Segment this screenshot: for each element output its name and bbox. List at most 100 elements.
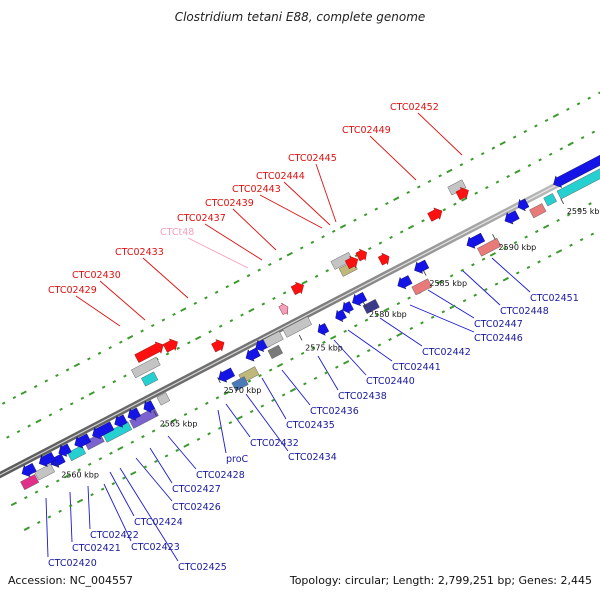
tick-dot — [325, 269, 329, 273]
reverse-gene — [342, 301, 354, 314]
gene-label: CTC02441 — [392, 362, 441, 373]
tick-dot — [223, 390, 230, 396]
gene-label: CTC02442 — [422, 347, 471, 358]
tick-dot — [378, 241, 383, 245]
tick-dot — [577, 207, 582, 211]
feature — [377, 252, 390, 266]
tick-dot — [165, 352, 170, 356]
gene-label: CTC02444 — [256, 171, 305, 182]
feature — [143, 400, 156, 413]
tick-dot — [388, 337, 392, 342]
tick-dot — [331, 229, 336, 233]
tick-dot — [300, 351, 305, 356]
feature-box — [477, 237, 502, 257]
scale-tick-label: 2580 kbp — [369, 310, 407, 319]
gene-label: CTC02445 — [288, 153, 337, 164]
leader-line — [461, 269, 501, 306]
feature-box — [262, 330, 284, 348]
tick-dot — [204, 296, 208, 300]
tick-dot — [24, 496, 28, 500]
tick-dot — [555, 249, 563, 254]
tick-dot — [523, 129, 528, 134]
tick-dot — [172, 312, 176, 317]
tick-dot — [76, 498, 84, 504]
gene-label: CTC02448 — [500, 306, 549, 317]
feature-box — [129, 407, 159, 429]
tick-dot — [534, 229, 539, 234]
scale-tick — [217, 377, 221, 383]
tick-dot — [180, 307, 187, 312]
tick-dot — [385, 201, 389, 206]
feature — [211, 339, 225, 353]
leader-line — [69, 491, 73, 543]
leader-line — [317, 355, 339, 391]
feature — [529, 203, 547, 219]
feature — [543, 193, 557, 207]
tick-dot — [240, 313, 244, 317]
feature — [245, 347, 261, 362]
tick-dot — [272, 296, 276, 301]
scale-tick — [423, 270, 427, 276]
tick-dot — [322, 340, 326, 344]
feature — [262, 330, 284, 348]
tick-dot — [77, 468, 81, 472]
tick-dot — [271, 398, 275, 403]
gene-label: CTC02421 — [72, 543, 121, 554]
tick-dot — [480, 152, 485, 156]
gene-label: CTC02422 — [90, 530, 139, 541]
tick-dot — [229, 319, 234, 323]
tick-dot — [215, 396, 220, 400]
leader-line — [261, 377, 287, 420]
gene-label: CTC02434 — [288, 452, 337, 463]
tick-dot — [375, 313, 379, 317]
tick-dot — [44, 379, 49, 383]
map-title: Clostridium tetani E88, complete genome — [174, 10, 426, 24]
gene-label: CTC02440 — [366, 376, 415, 387]
tick-dot — [161, 318, 166, 322]
tick-dot — [236, 415, 243, 421]
tick-dot — [339, 224, 347, 229]
feature — [74, 433, 92, 449]
gene-label: CTC02447 — [474, 319, 523, 330]
tick-dot — [119, 340, 123, 344]
feature — [362, 298, 380, 314]
tick-dot — [299, 246, 304, 250]
topology-text: Topology: circular; Length: 2,799,251 bp… — [289, 574, 592, 587]
label-leader-lines — [45, 112, 531, 562]
tick-dot — [407, 224, 415, 230]
forward-gene — [162, 338, 178, 353]
tick-dot — [196, 437, 201, 441]
tick-dot — [34, 490, 39, 494]
tick-dot — [1, 401, 6, 405]
tick-dot — [442, 208, 447, 212]
leader-line — [379, 317, 423, 347]
tick-dot — [587, 96, 591, 100]
tick-dot — [150, 323, 155, 328]
scale-tick — [560, 198, 564, 205]
tick-dot — [569, 243, 573, 247]
tick-dot — [311, 346, 316, 350]
reverse-gene — [466, 232, 486, 249]
tick-dot — [58, 509, 62, 513]
leader-line — [167, 435, 197, 470]
feature — [92, 421, 115, 440]
tick-dot — [567, 141, 574, 147]
tick-dot — [389, 235, 393, 240]
feature-box — [67, 445, 87, 462]
tick-dot — [343, 329, 347, 333]
tick-dot — [208, 330, 212, 334]
feature — [102, 421, 133, 443]
reverse-gene — [127, 407, 141, 421]
feature — [553, 143, 600, 188]
tick-dot — [281, 393, 286, 397]
leader-line — [99, 280, 146, 321]
tick-dot — [108, 346, 112, 350]
forward-gene — [134, 341, 164, 363]
scale-tick-label: 2585 kbp — [429, 279, 467, 288]
feature — [517, 198, 530, 212]
tick-dot — [27, 424, 31, 428]
tick-dot — [130, 470, 137, 476]
tick-dot — [526, 265, 531, 270]
gene-label: CTC02433 — [115, 247, 164, 258]
feature — [38, 451, 56, 467]
